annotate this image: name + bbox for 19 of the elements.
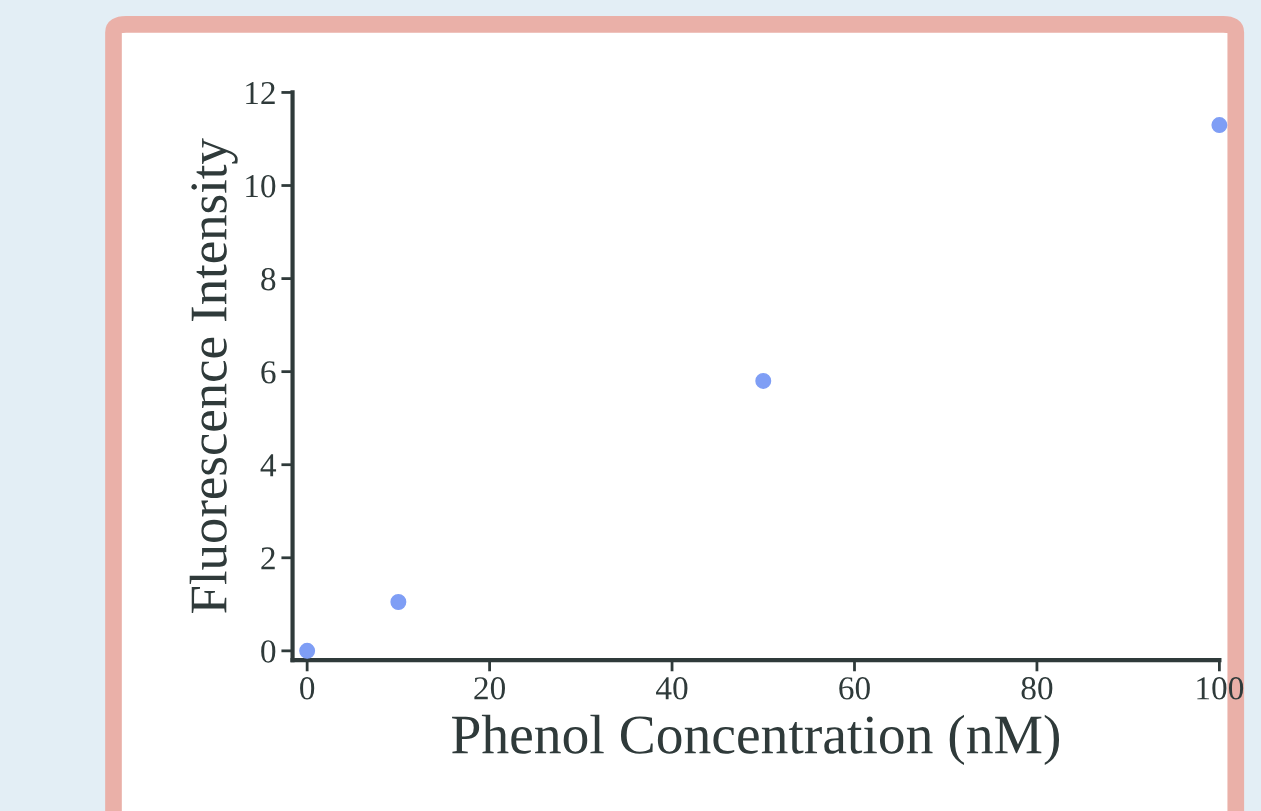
y-tick-label: 12 xyxy=(246,81,275,105)
y-tick-label: 2 xyxy=(261,547,275,570)
y-tick-label: 10 xyxy=(246,174,276,198)
y-tick-label: 0 xyxy=(261,640,276,663)
x-tick-label: 60 xyxy=(839,677,870,700)
x-tick-label: 80 xyxy=(1021,677,1053,700)
x-axis-title: Phenol Concentration (nM) xyxy=(452,714,1060,766)
point xyxy=(299,642,316,659)
y-tick-label: 6 xyxy=(261,361,276,384)
x-tick-label: 0 xyxy=(300,677,315,700)
x-tick-label: 20 xyxy=(474,677,505,700)
x-tick-label: 100 xyxy=(1197,677,1244,700)
point xyxy=(1211,117,1228,134)
point xyxy=(390,594,407,610)
y-axis-title: Fluorescence Intensity xyxy=(189,138,238,613)
x-tick-label: 40 xyxy=(656,677,688,700)
y-tick-label: 8 xyxy=(261,267,276,291)
y-tick-label: 4 xyxy=(260,454,277,477)
point xyxy=(755,372,772,389)
